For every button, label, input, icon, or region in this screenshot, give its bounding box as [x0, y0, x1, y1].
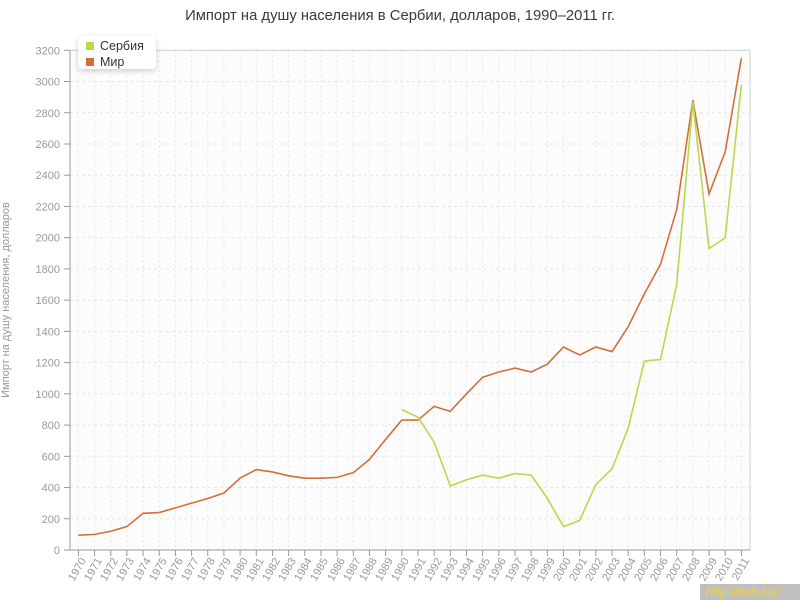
svg-text:2400: 2400 — [36, 170, 60, 182]
svg-text:1400: 1400 — [36, 326, 60, 338]
svg-text:0: 0 — [54, 545, 60, 557]
svg-text:200: 200 — [42, 514, 60, 526]
svg-text:1000: 1000 — [36, 389, 60, 401]
svg-text:3000: 3000 — [36, 77, 60, 89]
svg-text:400: 400 — [42, 483, 60, 495]
svg-text:2800: 2800 — [36, 108, 60, 120]
svg-text:2200: 2200 — [36, 201, 60, 213]
svg-text:1600: 1600 — [36, 295, 60, 307]
svg-text:1800: 1800 — [36, 264, 60, 276]
svg-text:2000: 2000 — [36, 233, 60, 245]
svg-text:800: 800 — [42, 420, 60, 432]
svg-text:1200: 1200 — [36, 358, 60, 370]
svg-text:2600: 2600 — [36, 139, 60, 151]
svg-text:600: 600 — [42, 451, 60, 463]
svg-text:3200: 3200 — [36, 45, 60, 57]
